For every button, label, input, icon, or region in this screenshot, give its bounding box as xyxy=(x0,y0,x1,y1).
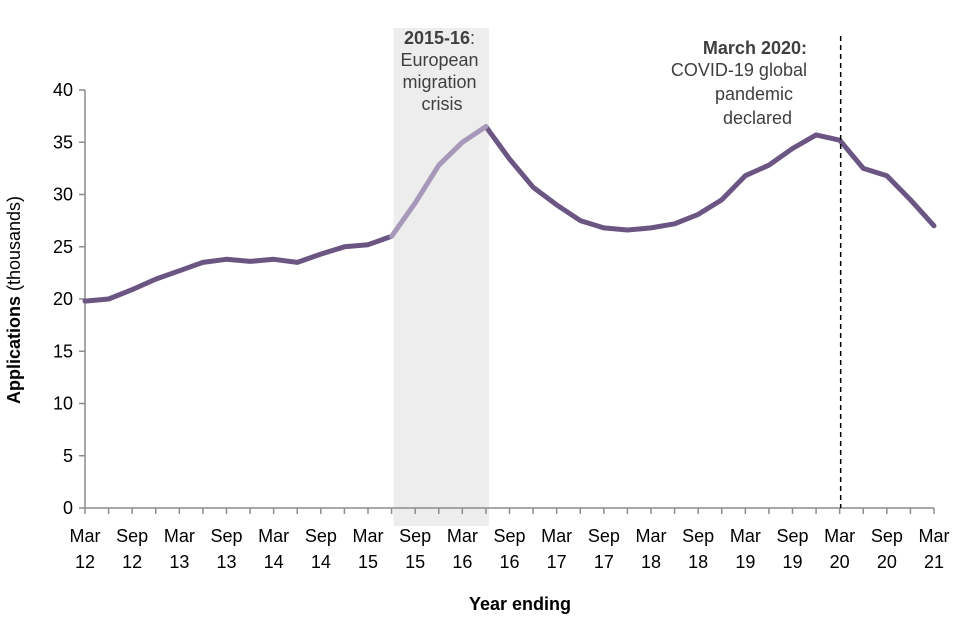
crisis-shaded-region xyxy=(393,28,489,526)
x-tick-label: Mar 13 xyxy=(164,526,195,572)
y-tick-label: 40 xyxy=(53,80,73,100)
covid-annotation-bold: March 2020: xyxy=(703,38,807,58)
x-tick-label: Sep 18 xyxy=(682,526,714,572)
covid-annotation-line-3: declared xyxy=(723,108,792,128)
covid-annotation: March 2020: COVID-19 global pandemic dec… xyxy=(671,38,812,128)
x-tick-label: Sep 13 xyxy=(210,526,242,572)
crisis-annotation-bold: 2015-16 xyxy=(404,28,470,48)
series-segment-before xyxy=(82,233,395,304)
x-tick-label: Mar 19 xyxy=(730,526,761,572)
series-segment-after xyxy=(483,124,937,233)
x-tick-label: Sep 12 xyxy=(116,526,148,572)
x-tick-label: Mar 20 xyxy=(824,526,855,572)
x-axis-title: Year ending xyxy=(469,594,571,614)
crisis-annotation-line-3: crisis xyxy=(422,94,463,114)
crisis-annotation: 2015-16: European migration crisis xyxy=(400,28,483,114)
x-tick-label: Mar 12 xyxy=(70,526,101,572)
x-tick-label: Mar 17 xyxy=(541,526,572,572)
y-tick-label: 10 xyxy=(53,394,73,414)
x-tick-label: Sep 19 xyxy=(776,526,808,572)
series-segment-highlight xyxy=(389,124,489,239)
series-line xyxy=(82,124,937,304)
y-tick-label: 25 xyxy=(53,237,73,257)
x-tick-label: Sep 20 xyxy=(871,526,903,572)
x-tick-label: Sep 14 xyxy=(305,526,337,572)
y-tick-label: 35 xyxy=(53,132,73,152)
y-axis-title-unit: (thousands) xyxy=(4,196,24,296)
y-tick-label: 30 xyxy=(53,185,73,205)
crisis-annotation-line-1: European xyxy=(400,50,478,70)
x-tick-label: Sep 16 xyxy=(493,526,525,572)
covid-annotation-line-2: pandemic xyxy=(715,84,793,104)
crisis-annotation-line-2: migration xyxy=(402,72,476,92)
y-axis: 0 5 10 15 20 25 30 35 40 xyxy=(53,80,86,518)
x-tick-label: Mar 15 xyxy=(353,526,384,572)
y-tick-label: 15 xyxy=(53,341,73,361)
x-tick-label: Mar 14 xyxy=(258,526,289,572)
y-tick-label: 20 xyxy=(53,289,73,309)
x-tick-label: Mar 16 xyxy=(447,526,478,572)
x-tick-label: Mar 18 xyxy=(636,526,667,572)
y-tick-label: 0 xyxy=(63,498,73,518)
y-tick-label: 5 xyxy=(63,446,73,466)
y-axis-title-bold: Applications xyxy=(4,296,24,404)
covid-annotation-line-1: COVID-19 global xyxy=(671,60,807,80)
y-axis-title: Applications (thousands) xyxy=(4,196,24,404)
crisis-annotation-colon: : xyxy=(470,28,475,48)
x-tick-label: Mar 21 xyxy=(919,526,950,572)
x-tick-label: Sep 17 xyxy=(588,526,620,572)
x-tick-label: Sep 15 xyxy=(399,526,431,572)
x-axis: Mar 12 Sep 12 Mar 13 Sep 13 Mar 14 Sep 14 Mar 15 Sep 15… xyxy=(70,507,950,572)
